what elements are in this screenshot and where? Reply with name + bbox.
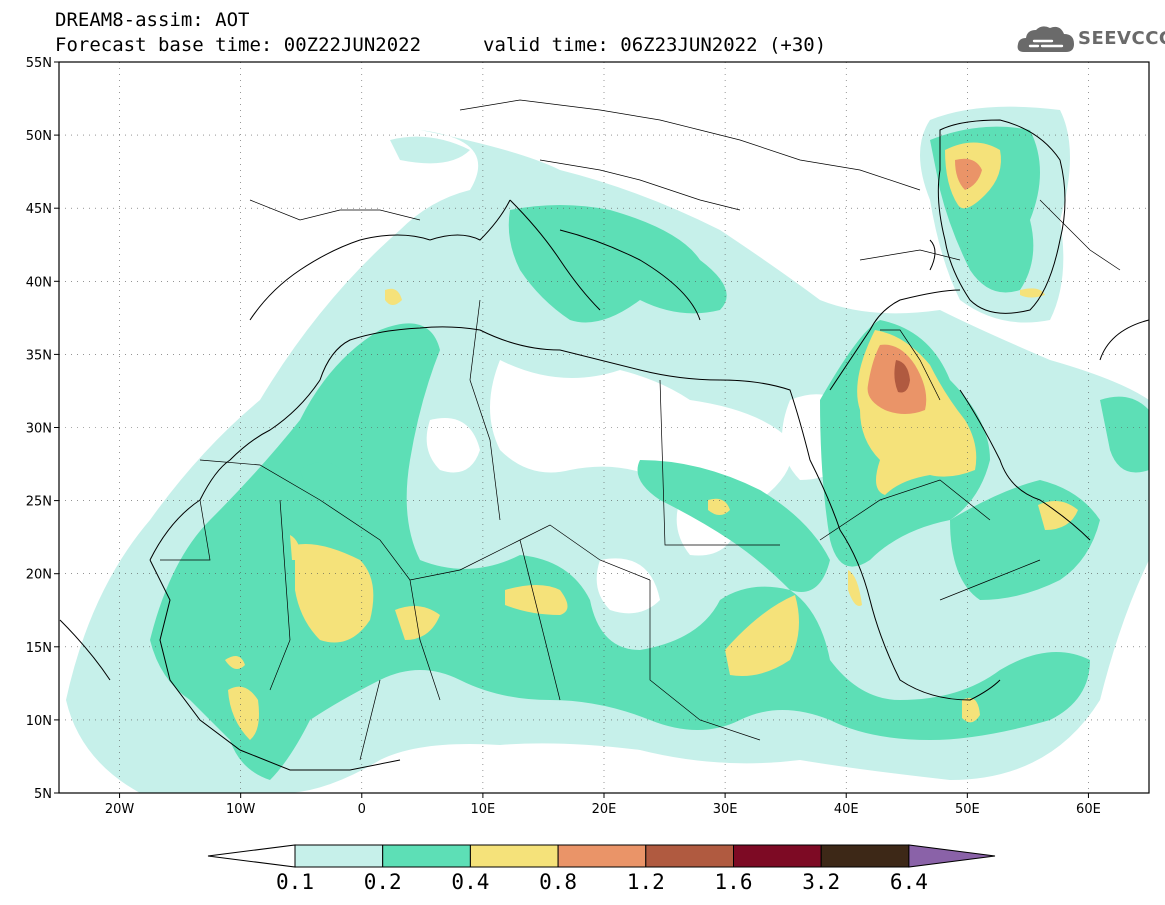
colorbar-label: 0.8 — [539, 870, 577, 894]
lat-tick-label: 45N — [26, 202, 52, 217]
lon-tick-label: 40E — [834, 802, 859, 817]
colorbar-under-arrow — [207, 844, 296, 868]
colorbar-label: 0.4 — [451, 870, 489, 894]
lat-tick-label: 15N — [26, 641, 52, 656]
lon-tick-label: 20W — [105, 802, 135, 817]
lon-tick-label: 10W — [226, 802, 256, 817]
lat-tick-label: 5N — [34, 787, 52, 802]
chart-title: DREAM8-assim: AOT — [55, 9, 250, 31]
lon-tick-label: 20E — [592, 802, 617, 817]
colorbar-over-arrow — [908, 844, 996, 868]
lon-tick-label: 0 — [358, 802, 366, 817]
country-borders — [160, 99, 1121, 761]
colorbar-label: 3.2 — [802, 870, 840, 894]
logo-text: SEEVCCC — [1078, 28, 1165, 49]
lat-tick-label: 35N — [26, 348, 52, 363]
lat-tick-label: 25N — [26, 495, 52, 510]
lat-tick-label: 10N — [26, 714, 52, 729]
colorbar-swatch — [557, 844, 647, 868]
cloud-icon — [1017, 26, 1074, 52]
colorbar-label: 1.2 — [627, 870, 665, 894]
lat-tick-label: 20N — [26, 568, 52, 583]
colorbar-swatch — [645, 844, 734, 868]
base-time-text: Forecast base time: 00Z22JUN2022 — [55, 34, 422, 56]
colorbar-swatch — [469, 844, 559, 868]
lat-tick-label: 50N — [26, 129, 52, 144]
colorbar-label: 6.4 — [890, 870, 928, 894]
lat-tick-label: 55N — [26, 56, 52, 71]
colorbar-label: 0.2 — [364, 870, 402, 894]
lon-tick-label: 30E — [713, 802, 738, 817]
lat-tick-label: 30N — [26, 422, 52, 437]
colorbar: 0.1 0.2 0.4 0.8 1.2 1.6 3.2 6.4 — [207, 844, 996, 894]
lon-tick-label: 50E — [955, 802, 980, 817]
lat-tick-label: 40N — [26, 275, 52, 290]
colorbar-swatch — [820, 844, 910, 868]
coastlines — [59, 119, 1149, 771]
colorbar-label: 1.6 — [715, 870, 753, 894]
forecast-time-line: Forecast base time: 00Z22JUN2022 valid ti… — [55, 34, 826, 56]
colorbar-swatch — [733, 844, 822, 868]
colorbar-swatch — [294, 844, 384, 868]
axes: 5N 10N 15N 20N 25N 30N 35N 40N 45N 50N 55N 20W 10W 0 1… — [26, 56, 1101, 817]
colorbar-label: 0.1 — [276, 870, 314, 894]
colorbar-swatch — [382, 844, 471, 868]
valid-time-text: valid time: 06Z23JUN2022 (+30) — [483, 34, 827, 56]
lon-tick-label: 10E — [471, 802, 496, 817]
lon-tick-label: 60E — [1076, 802, 1101, 817]
